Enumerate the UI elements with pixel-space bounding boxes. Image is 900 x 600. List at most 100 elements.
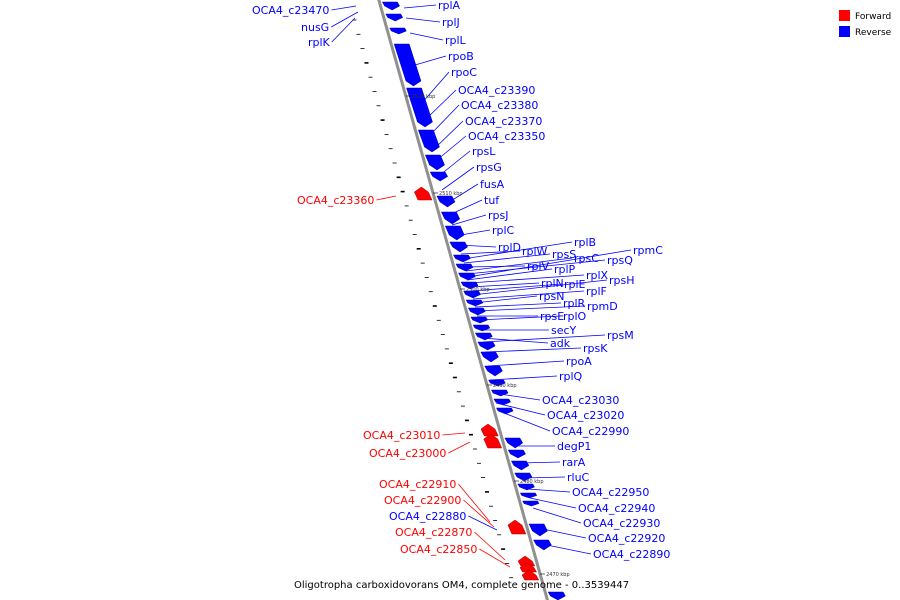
gene-label: OCA4_c22940: [578, 502, 655, 515]
label-connector: [474, 302, 562, 308]
label-connector: [523, 476, 566, 479]
reverse-feature: [504, 437, 524, 449]
gene-label: rplB: [574, 236, 596, 249]
reverse-feature: [458, 272, 476, 281]
gene-label: adk: [550, 337, 571, 350]
reverse-feature: [381, 1, 400, 11]
label-connector: [537, 527, 587, 539]
label-connector: [331, 17, 356, 43]
gene-label: rplE: [564, 278, 586, 291]
reverse-feature: [460, 281, 479, 290]
reverse-feature: [467, 307, 486, 316]
reverse-feature: [528, 523, 548, 537]
label-connector: [541, 543, 592, 555]
reverse-feature: [385, 13, 404, 22]
label-connector: [441, 166, 475, 191]
tick-label: 2510 kbp: [439, 191, 463, 197]
label-connector: [479, 548, 511, 568]
label-connector: [436, 135, 467, 161]
label-connector: [463, 253, 551, 264]
reverse-feature: [507, 449, 526, 459]
label-connector: [420, 71, 450, 105]
gene-label: tuf: [484, 194, 500, 207]
reverse-feature: [477, 341, 496, 351]
label-connector: [481, 337, 549, 344]
gene-label: OCA4_c23350: [468, 130, 545, 143]
tick-label: 2500 kbp: [466, 287, 490, 293]
label-connector: [469, 282, 540, 288]
label-connector: [495, 402, 546, 416]
gene-label: rarA: [562, 456, 586, 469]
label-connector: [498, 410, 551, 432]
label-connector: [429, 104, 460, 136]
reverse-feature: [519, 492, 538, 499]
label-connector: [331, 11, 359, 28]
reverse-feature: [424, 154, 445, 171]
gene-label: OCA4_c22950: [572, 486, 649, 499]
gene-label: rpsS: [552, 248, 576, 261]
gene-label: rplD: [498, 241, 521, 254]
gene-label: rpmC: [633, 244, 663, 257]
gene-label: rplC: [492, 224, 515, 237]
tick-label: 2470 kbp: [546, 572, 570, 578]
forward-feature: [507, 519, 527, 535]
label-connector: [454, 229, 491, 237]
gene-label: rplR: [563, 297, 586, 310]
backbone: [377, 0, 549, 600]
gene-label: secY: [551, 324, 577, 337]
gene-label: rplW: [522, 245, 548, 258]
gene-label: rpsM: [607, 329, 634, 342]
label-connector: [467, 249, 632, 278]
label-connector: [489, 375, 558, 381]
gene-label: OCA4_c22870: [395, 526, 472, 539]
label-connector: [439, 150, 471, 176]
gene-label: OCA4_c23470: [252, 4, 329, 17]
gene-label: rpsE: [540, 310, 564, 323]
tick-label: 2520 kbp: [412, 94, 436, 100]
reverse-feature: [547, 591, 566, 600]
gene-label: OCA4_c22880: [389, 510, 466, 523]
reverse-feature: [449, 241, 468, 253]
forward-feature: [480, 423, 499, 437]
label-connector: [470, 283, 563, 292]
gene-label: nusG: [301, 21, 329, 34]
reverse-feature: [484, 365, 503, 377]
reverse-feature: [455, 263, 474, 272]
gene-label: OCA4_c23380: [461, 99, 538, 112]
forward-feature: [521, 569, 540, 581]
reverse-feature: [389, 27, 407, 35]
label-connector: [442, 432, 466, 436]
label-connector: [471, 279, 608, 296]
label-connector: [414, 55, 447, 66]
gene-label: OCA4_c23010: [363, 429, 440, 442]
legend-swatch-reverse: [839, 26, 850, 37]
gene-label: OCA4_c22930: [583, 517, 660, 530]
label-connector: [448, 199, 483, 216]
gene-label: OCA4_c23020: [547, 409, 624, 422]
label-connector: [473, 295, 538, 304]
reverse-feature: [533, 539, 552, 551]
gene-label: rpmD: [587, 300, 618, 313]
label-connector: [376, 195, 397, 201]
gene-label: degP1: [557, 440, 591, 453]
label-connector: [475, 305, 586, 312]
gene-label: rpoB: [448, 50, 474, 63]
legend-label-reverse: Reverse: [855, 28, 892, 38]
gene-label: rpoC: [451, 66, 477, 79]
label-connector: [462, 241, 573, 260]
legend-swatch-forward: [839, 10, 850, 21]
reverse-feature: [517, 483, 535, 491]
gene-label: rplK: [308, 36, 331, 49]
gene-label: OCA4_c23390: [458, 84, 535, 97]
label-connector: [468, 274, 585, 284]
gene-label: rpsJ: [488, 209, 508, 222]
gene-label: rpsN: [539, 290, 564, 303]
gene-label: rplX: [586, 269, 609, 282]
reverse-feature: [522, 500, 540, 507]
gene-label: rplF: [586, 285, 607, 298]
label-connector: [457, 244, 497, 248]
reverse-feature: [444, 225, 465, 241]
label-connector: [529, 497, 577, 509]
label-connectors: [331, 4, 632, 568]
